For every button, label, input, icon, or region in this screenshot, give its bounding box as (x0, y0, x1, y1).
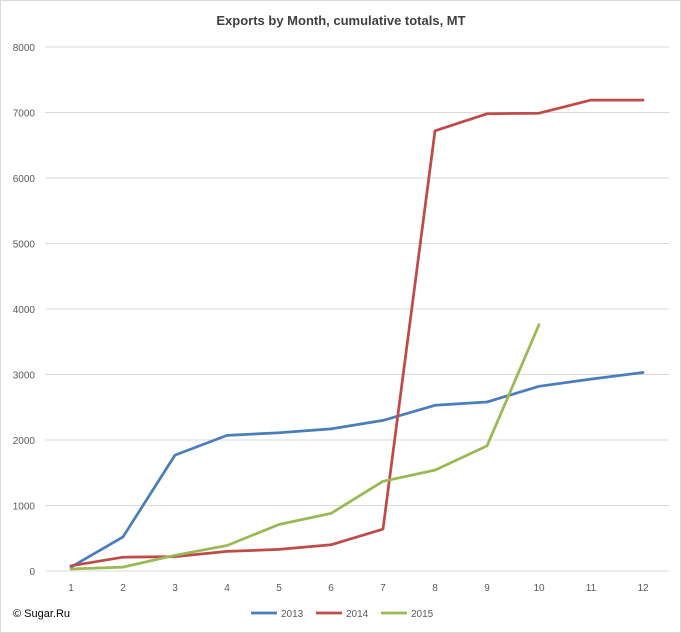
gridlines (45, 46, 669, 572)
y-tick-label: 6000 (13, 174, 36, 185)
x-tick-label: 12 (637, 583, 649, 594)
y-tick-label: 4000 (13, 305, 36, 316)
x-tick-label: 10 (533, 583, 545, 594)
x-axis-ticks: 1 2 3 4 5 6 7 8 9 10 11 12 (68, 583, 649, 594)
legend-label-2014: 2014 (346, 609, 369, 620)
y-tick-label: 2000 (13, 436, 36, 447)
y-tick-label: 0 (29, 567, 35, 578)
x-tick-label: 8 (432, 583, 438, 594)
x-tick-label: 9 (484, 583, 490, 594)
series-line-2013 (69, 371, 645, 569)
y-tick-label: 1000 (13, 502, 36, 513)
y-tick-label: 3000 (13, 371, 36, 382)
x-tick-label: 6 (328, 583, 334, 594)
y-tick-label: 8000 (13, 43, 36, 54)
x-tick-label: 2 (120, 583, 126, 594)
x-tick-label: 3 (172, 583, 178, 594)
x-tick-label: 11 (586, 583, 597, 594)
x-tick-label: 1 (68, 583, 74, 594)
series-lines (69, 98, 645, 571)
y-tick-label: 7000 (13, 109, 36, 120)
legend-label-2013: 2013 (281, 609, 304, 620)
y-axis-ticks: 0 1000 2000 3000 4000 5000 6000 7000 8000 (13, 43, 36, 578)
y-tick-label: 5000 (13, 240, 36, 251)
x-tick-label: 4 (224, 583, 230, 594)
chart-title: Exports by Month, cumulative totals, MT (216, 13, 465, 28)
legend: 2013 2014 2015 (251, 609, 434, 620)
legend-label-2015: 2015 (411, 609, 434, 620)
x-tick-label: 5 (276, 583, 282, 594)
series-line-2015 (69, 323, 541, 571)
x-tick-label: 7 (380, 583, 386, 594)
copyright-text: © Sugar.Ru (13, 608, 70, 620)
